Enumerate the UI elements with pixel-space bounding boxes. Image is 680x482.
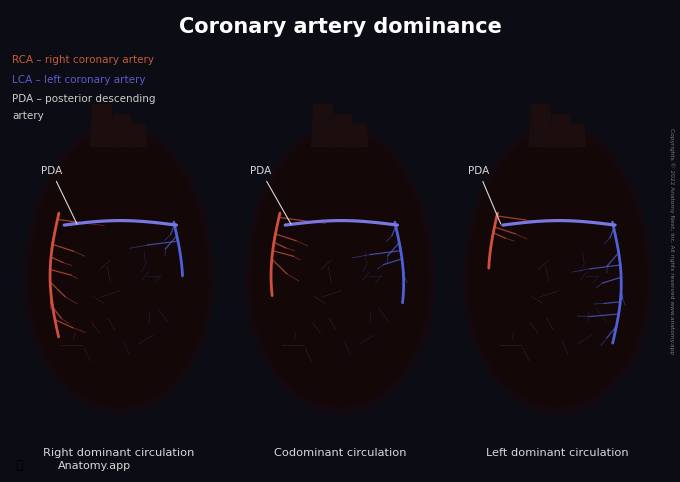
- Polygon shape: [249, 128, 431, 408]
- Text: PDA: PDA: [250, 166, 291, 224]
- Polygon shape: [528, 104, 553, 147]
- Polygon shape: [350, 123, 369, 147]
- Text: LCA – left coronary artery: LCA – left coronary artery: [12, 75, 146, 85]
- Text: Left dominant circulation: Left dominant circulation: [486, 448, 629, 458]
- Polygon shape: [252, 133, 428, 404]
- Text: artery: artery: [12, 111, 44, 121]
- Text: 🧠: 🧠: [15, 459, 22, 472]
- Polygon shape: [245, 121, 435, 415]
- Text: PDA: PDA: [41, 166, 77, 224]
- Text: PDA: PDA: [468, 166, 500, 224]
- Polygon shape: [567, 123, 586, 147]
- Polygon shape: [466, 128, 649, 408]
- Polygon shape: [333, 114, 354, 147]
- Text: RCA – right coronary artery: RCA – right coronary artery: [12, 55, 154, 66]
- Text: Coronary artery dominance: Coronary artery dominance: [179, 17, 501, 37]
- Text: Copyrights © 2022 Anatomy Next, Inc. All rights reserved www.anatomy.app: Copyrights © 2022 Anatomy Next, Inc. All…: [669, 128, 675, 354]
- Polygon shape: [129, 123, 148, 147]
- Text: Anatomy.app: Anatomy.app: [58, 461, 131, 470]
- Polygon shape: [24, 121, 214, 415]
- Polygon shape: [28, 128, 210, 408]
- Text: PDA – posterior descending: PDA – posterior descending: [12, 94, 156, 104]
- Polygon shape: [112, 114, 133, 147]
- Polygon shape: [462, 121, 653, 415]
- Polygon shape: [469, 133, 646, 404]
- Polygon shape: [311, 104, 335, 147]
- Text: Codominant circulation: Codominant circulation: [274, 448, 406, 458]
- Text: Right dominant circulation: Right dominant circulation: [44, 448, 194, 458]
- Polygon shape: [31, 133, 207, 404]
- Polygon shape: [90, 104, 114, 147]
- Polygon shape: [550, 114, 572, 147]
